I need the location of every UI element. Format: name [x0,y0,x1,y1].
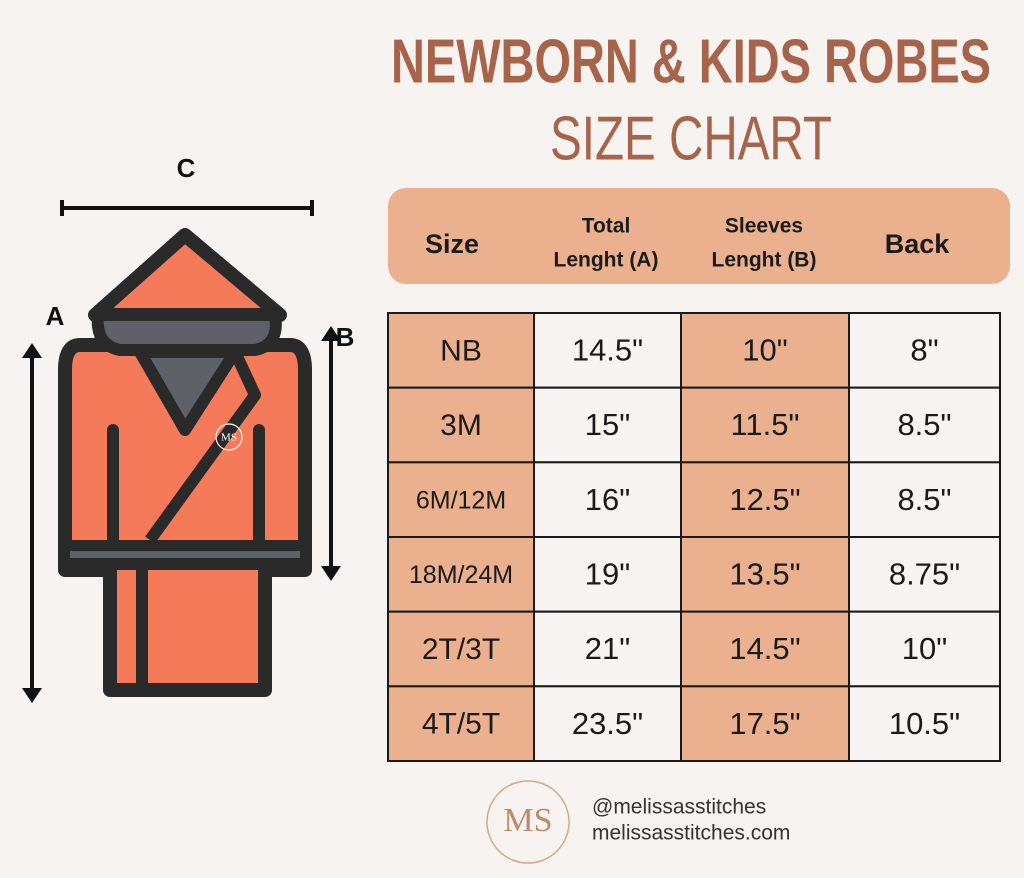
measurement: 16" [585,482,631,517]
table-cell [680,386,850,464]
measurement: 15" [585,407,631,442]
column-header: Lenght (A) [554,249,659,272]
badge-text: MS [221,432,237,444]
size-label: NB [440,334,482,367]
size-label: 4T/5T [422,708,500,741]
dimension-label: A [46,301,65,331]
table-cell [848,461,1001,539]
table-cell [387,685,535,762]
hood-band [91,309,282,356]
table-cell [533,685,682,762]
column-header: Lenght (B) [712,249,817,272]
measurement: 14.5" [572,333,643,368]
title-line-1: NEWBORN & KIDS ROBES [391,27,991,96]
measurement: 23.5" [572,706,643,741]
robe-diagram: C A B MS [22,153,354,703]
measurement: 14.5" [729,631,800,666]
size-label: 2T/3T [422,633,500,666]
measurement: 13.5" [729,557,800,592]
measurement: 10.5" [889,706,960,741]
size-label: 6M/12M [416,486,506,514]
table-cell [533,461,682,539]
badge-ring [215,423,243,451]
robe-body [58,338,312,697]
table-cell [533,386,682,464]
belt-stripe [70,551,300,558]
table-cell [533,312,682,389]
size-label: 18M/24M [409,561,513,589]
logo-text: MS [503,802,552,839]
measurement: 11.5" [730,407,799,442]
robe-lapel [145,349,261,544]
table-cell [848,536,1001,613]
table-cell [533,536,682,613]
table-cell [387,386,535,464]
measurement: 12.5" [729,482,800,517]
website: melissasstitches.com [592,822,790,845]
table-cell [848,386,1001,464]
table-cell [387,461,535,539]
measurement: 10" [742,333,788,368]
measurement: 19" [585,557,631,592]
measurement: 10" [902,631,948,666]
table-cell [680,461,850,539]
measurement: 8.5" [897,482,951,517]
dimension-label: C [177,153,196,183]
logo-ring [486,780,570,864]
column-header: Sleeves [725,215,803,238]
column-header: Size [425,229,479,259]
table-cell [848,610,1001,688]
measurement: 21" [585,631,631,666]
measurement: 8" [910,333,938,368]
header-bar [388,188,1010,284]
social-handle: @melissasstitches [592,796,766,819]
title-line-2: SIZE CHART [550,104,832,173]
column-header: Back [885,229,951,259]
size-label: 3M [440,409,482,442]
measurement: 17.5" [729,706,800,741]
table-cell [848,685,1001,762]
measurement: 8.75" [889,557,960,592]
table-cell [680,312,850,389]
column-header: Total [582,215,631,238]
dimension-label: B [336,322,355,352]
robe-collar [134,346,241,436]
size-table: Size Total Lenght (A) Sleeves Lenght (B) Back… [387,215,1001,762]
table-cell [533,610,682,688]
table-cell [680,685,850,762]
measurement: 8.5" [897,407,951,442]
table-cell [387,610,535,688]
